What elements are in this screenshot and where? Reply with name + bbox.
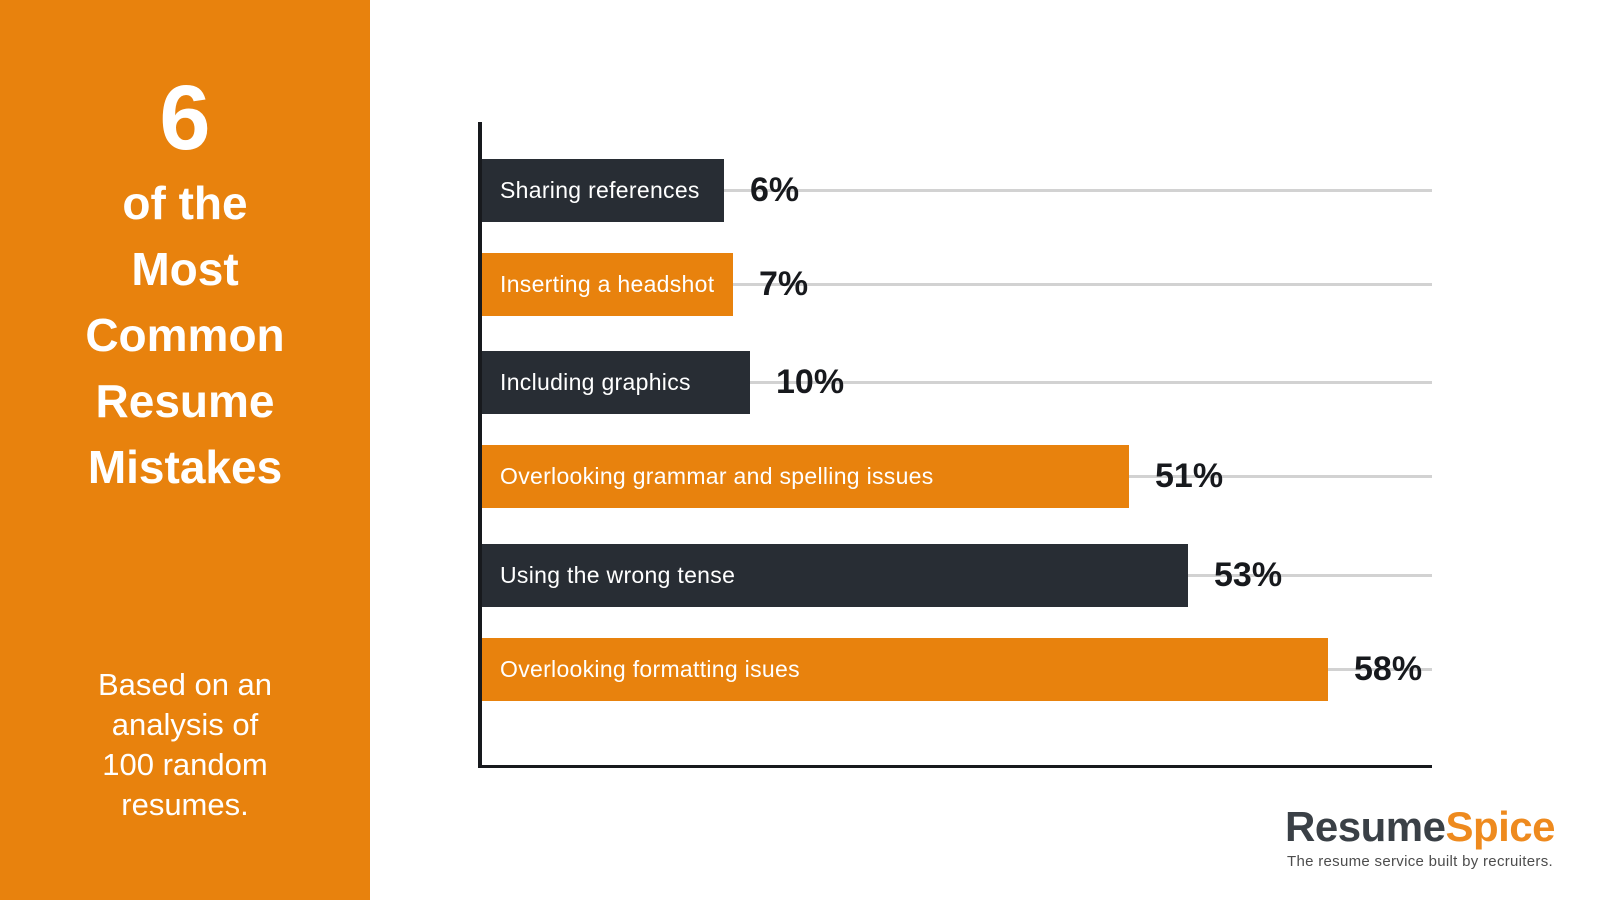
note-line: 100 random (102, 747, 268, 782)
bar: Sharing references (482, 159, 724, 222)
bar-value: 53% (1214, 556, 1283, 594)
gridline (750, 381, 1432, 384)
gridline (1328, 668, 1432, 671)
gridline (724, 189, 1432, 192)
brand-tagline: The resume service built by recruiters. (1287, 853, 1553, 870)
title-line: Most (131, 243, 239, 295)
source-note: Based on an analysis of 100 random resum… (0, 665, 370, 825)
bar-label: Including graphics (500, 369, 691, 395)
bar-label: Using the wrong tense (500, 562, 736, 588)
bar-row: Including graphics 10% (482, 351, 1432, 414)
bar-value: 6% (750, 171, 800, 209)
bar-label: Inserting a headshot (500, 271, 715, 297)
note-line: resumes. (121, 787, 249, 822)
bar: Using the wrong tense (482, 544, 1188, 607)
note-line: analysis of (111, 707, 259, 742)
bar: Overlooking formatting isues (482, 638, 1328, 701)
bar-row: Using the wrong tense 53% (482, 544, 1432, 607)
brand-name-resume: Resume (1285, 803, 1446, 850)
bar: Including graphics (482, 351, 750, 414)
title-line: Mistakes (87, 441, 283, 493)
bar-value: 10% (776, 363, 845, 401)
brand-wordmark: ResumeSpice (1285, 805, 1555, 849)
bar: Overlooking grammar and spelling issues (482, 445, 1129, 508)
brand-logo: ResumeSpice The resume service built by … (1285, 805, 1555, 871)
bar-value: 51% (1155, 457, 1224, 495)
bar-label: Overlooking grammar and spelling issues (500, 463, 934, 489)
title-line: of the (122, 177, 248, 229)
gridline (733, 283, 1432, 286)
page-title: of the Most Common Resume Mistakes (0, 170, 370, 500)
bar: Inserting a headshot (482, 253, 733, 316)
gridline (1129, 475, 1432, 478)
bar-chart: Sharing references 6% Inserting a headshot… (478, 122, 1432, 768)
bar-row: Inserting a headshot 7% (482, 253, 1432, 316)
bar-row: Sharing references 6% (482, 159, 1432, 222)
bar-value: 58% (1354, 650, 1423, 688)
gridline (1188, 574, 1432, 577)
title-line: Resume (95, 375, 275, 427)
note-line: Based on an (97, 667, 273, 702)
brand-name-spice: Spice (1445, 803, 1555, 850)
title-line: Common (85, 309, 285, 361)
bar-row: Overlooking grammar and spelling issues 5… (482, 445, 1432, 508)
bar-label: Overlooking formatting isues (500, 656, 800, 682)
big-number: 6 (159, 67, 211, 169)
bar-row: Overlooking formatting isues 58% (482, 638, 1432, 701)
bar-label: Sharing references (500, 177, 700, 203)
bar-value: 7% (759, 265, 809, 303)
sidebar: 6 of the Most Common Resume Mistakes Bas… (0, 0, 370, 900)
